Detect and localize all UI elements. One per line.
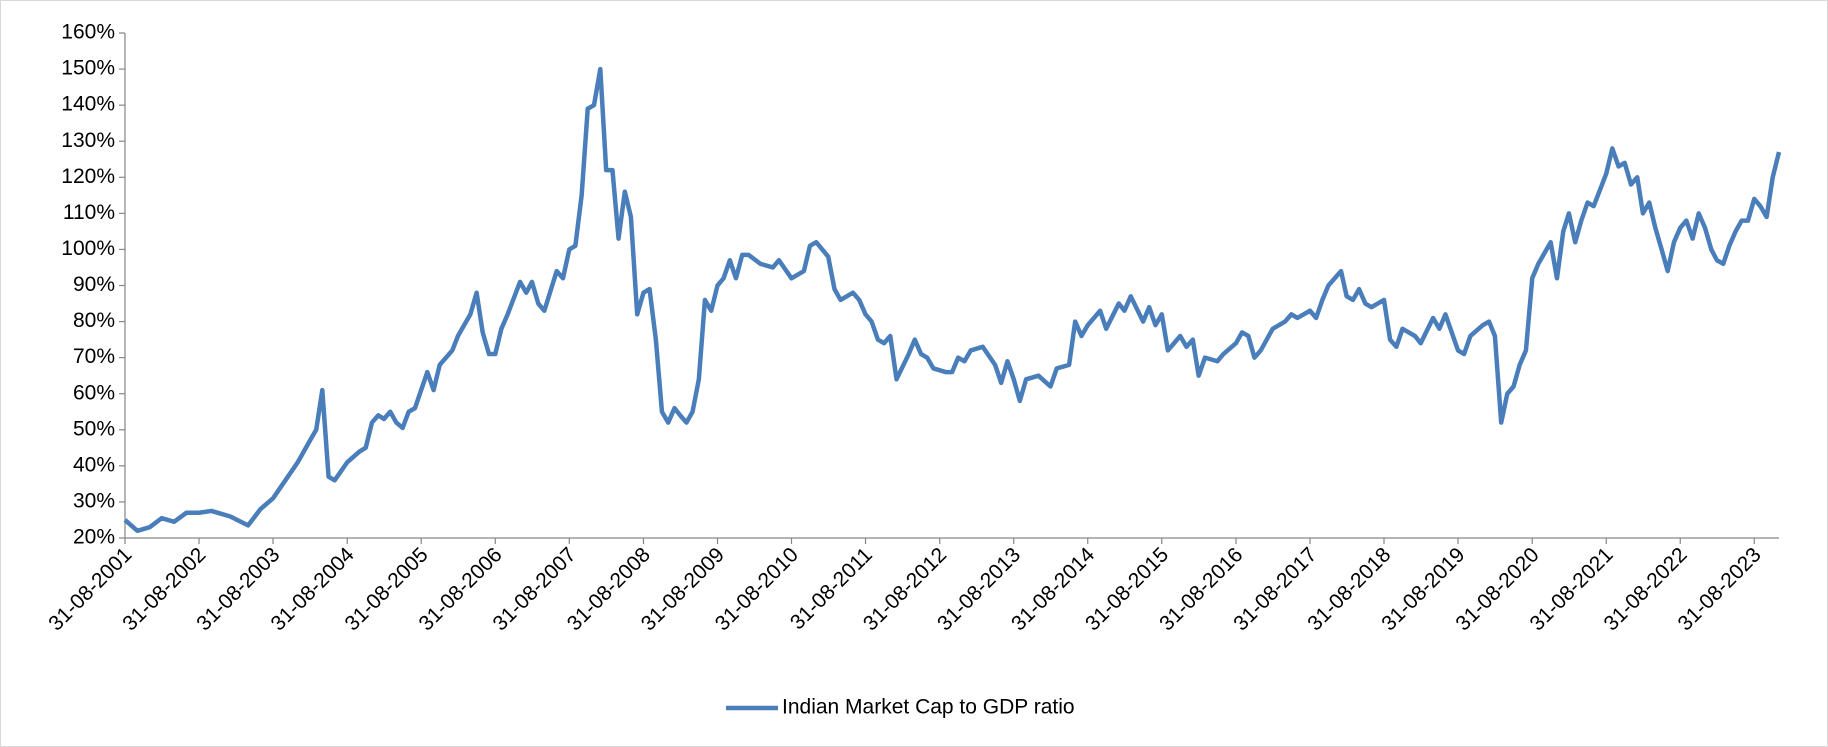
data-line: [123, 66, 1782, 534]
y-tick-label: 160%: [61, 21, 115, 44]
y-tick-label: 40%: [73, 453, 115, 476]
y-tick-label: 120%: [61, 165, 115, 188]
y-tick-label: 140%: [61, 93, 115, 116]
y-tick-label: 90%: [73, 273, 115, 296]
y-tick-label: 100%: [61, 237, 115, 260]
y-tick-label: 20%: [73, 526, 115, 549]
y-tick-label: 80%: [73, 309, 115, 332]
y-tick-label: 50%: [73, 417, 115, 440]
y-tick-label: 150%: [61, 57, 115, 80]
y-tick-label: 30%: [73, 489, 115, 512]
y-tick-label: 60%: [73, 381, 115, 404]
legend-label: Indian Market Cap to GDP ratio: [782, 696, 1075, 719]
y-tick-label: 70%: [73, 345, 115, 368]
y-tick-label: 130%: [61, 129, 115, 152]
y-tick-label: 110%: [63, 201, 115, 224]
